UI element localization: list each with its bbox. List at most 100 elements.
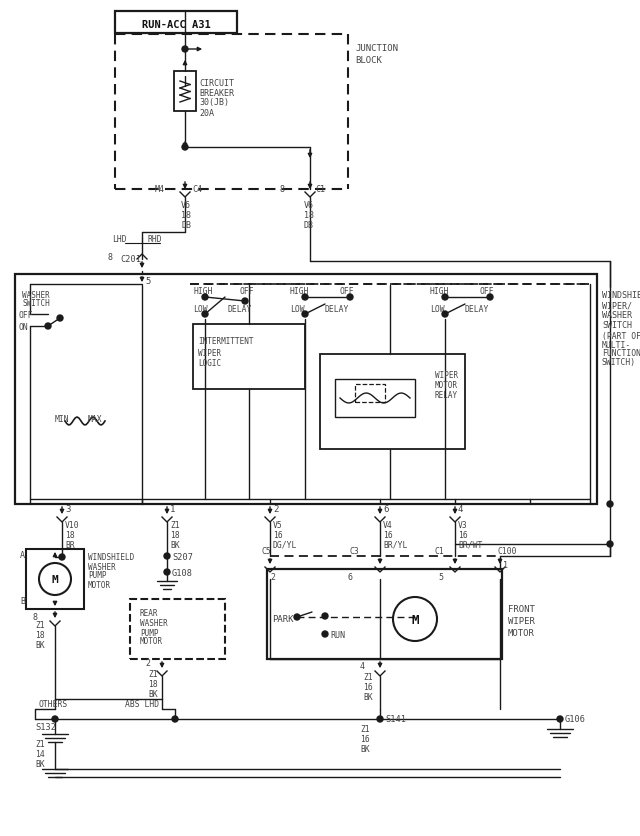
Circle shape (487, 294, 493, 301)
Text: WINDSHIELD: WINDSHIELD (88, 553, 134, 562)
Circle shape (182, 47, 188, 53)
Text: BK: BK (170, 540, 180, 549)
Text: 3: 3 (65, 505, 70, 514)
Text: LOW: LOW (290, 305, 305, 314)
Text: V3: V3 (458, 520, 468, 529)
Text: Z1: Z1 (170, 520, 180, 529)
Text: C100: C100 (498, 547, 518, 556)
Text: WIPER/: WIPER/ (602, 301, 632, 310)
Text: MOTOR: MOTOR (140, 637, 163, 645)
Text: 16: 16 (273, 530, 283, 539)
Circle shape (59, 554, 65, 560)
Text: S132: S132 (35, 722, 56, 732)
Text: WIPER: WIPER (198, 348, 221, 357)
Text: 1: 1 (170, 505, 175, 514)
Text: PUMP: PUMP (88, 571, 106, 580)
Circle shape (294, 614, 300, 620)
Circle shape (202, 294, 208, 301)
Text: DELAY: DELAY (325, 305, 349, 314)
Circle shape (607, 542, 613, 548)
Circle shape (557, 716, 563, 722)
Circle shape (52, 716, 58, 722)
Text: MAX: MAX (88, 415, 102, 424)
Text: LOW: LOW (193, 305, 207, 314)
Text: 2: 2 (145, 659, 150, 668)
Text: S141: S141 (385, 715, 406, 724)
Text: 16: 16 (360, 735, 370, 743)
Text: 16: 16 (458, 530, 468, 539)
Text: REAR: REAR (140, 608, 159, 617)
Text: 20A: 20A (199, 109, 214, 117)
Circle shape (182, 145, 188, 150)
Text: MOTOR: MOTOR (435, 381, 458, 390)
Text: C1: C1 (435, 547, 445, 556)
Text: C5: C5 (262, 547, 272, 556)
Text: 16: 16 (383, 530, 393, 539)
Text: BR: BR (65, 540, 75, 549)
Text: ABS LHD: ABS LHD (125, 700, 159, 709)
Text: 30(JB): 30(JB) (199, 99, 229, 107)
Text: 5: 5 (145, 278, 150, 286)
Circle shape (377, 716, 383, 722)
Circle shape (302, 312, 308, 318)
Bar (130, 599, 225, 660)
Text: CIRCUIT: CIRCUIT (199, 79, 234, 88)
Text: FUNCTION: FUNCTION (602, 349, 640, 358)
Text: C201: C201 (120, 255, 141, 264)
Text: JUNCTION: JUNCTION (355, 43, 398, 53)
Text: V5: V5 (273, 520, 283, 529)
Text: V6: V6 (181, 201, 191, 209)
Text: B: B (20, 597, 25, 606)
Bar (174, 72, 196, 112)
Text: MIN: MIN (55, 415, 70, 424)
Text: 8: 8 (280, 186, 285, 194)
Text: 18: 18 (181, 210, 191, 219)
Text: 18: 18 (148, 680, 157, 689)
Text: 4: 4 (360, 662, 365, 670)
Text: OFF: OFF (480, 287, 495, 296)
Text: LHD: LHD (112, 235, 127, 244)
Text: BK: BK (363, 693, 372, 701)
Bar (26, 549, 84, 609)
Text: WINDSHIELD: WINDSHIELD (602, 290, 640, 299)
Text: Z1: Z1 (35, 740, 45, 748)
Text: A: A (20, 550, 25, 558)
Text: SWITCH: SWITCH (602, 321, 632, 330)
Text: RELAY: RELAY (435, 391, 458, 400)
Text: PUMP: PUMP (140, 628, 159, 637)
Text: BLOCK: BLOCK (355, 55, 382, 64)
Circle shape (347, 294, 353, 301)
Text: V10: V10 (65, 520, 79, 529)
Text: DELAY: DELAY (465, 305, 490, 314)
Text: MOTOR: MOTOR (88, 580, 111, 589)
Text: WIPER: WIPER (435, 370, 458, 379)
Text: 16: 16 (363, 683, 372, 691)
Text: Z1: Z1 (148, 670, 157, 679)
Circle shape (322, 631, 328, 637)
Text: HIGH: HIGH (290, 287, 310, 296)
Text: WASHER: WASHER (88, 562, 116, 571)
Text: Z1: Z1 (35, 619, 45, 629)
Text: G108: G108 (172, 568, 193, 577)
Text: 4: 4 (458, 505, 463, 514)
Circle shape (164, 553, 170, 559)
Text: BK: BK (35, 760, 45, 768)
Circle shape (442, 312, 448, 318)
Text: 5: 5 (438, 572, 443, 581)
Circle shape (607, 502, 613, 507)
Text: WIPER: WIPER (508, 617, 535, 626)
Circle shape (302, 294, 308, 301)
Text: 6: 6 (348, 572, 353, 581)
Text: 18: 18 (65, 530, 75, 539)
Bar (355, 385, 385, 402)
Text: 8: 8 (107, 253, 112, 263)
Text: 2: 2 (273, 505, 278, 514)
Text: HIGH: HIGH (193, 287, 212, 296)
Bar (267, 569, 502, 660)
Text: PARK: PARK (272, 614, 294, 624)
Text: Z1: Z1 (360, 725, 370, 734)
Text: BR/YL: BR/YL (383, 540, 408, 549)
Text: WASHER: WASHER (140, 618, 168, 627)
Circle shape (45, 324, 51, 329)
Bar (15, 275, 597, 504)
